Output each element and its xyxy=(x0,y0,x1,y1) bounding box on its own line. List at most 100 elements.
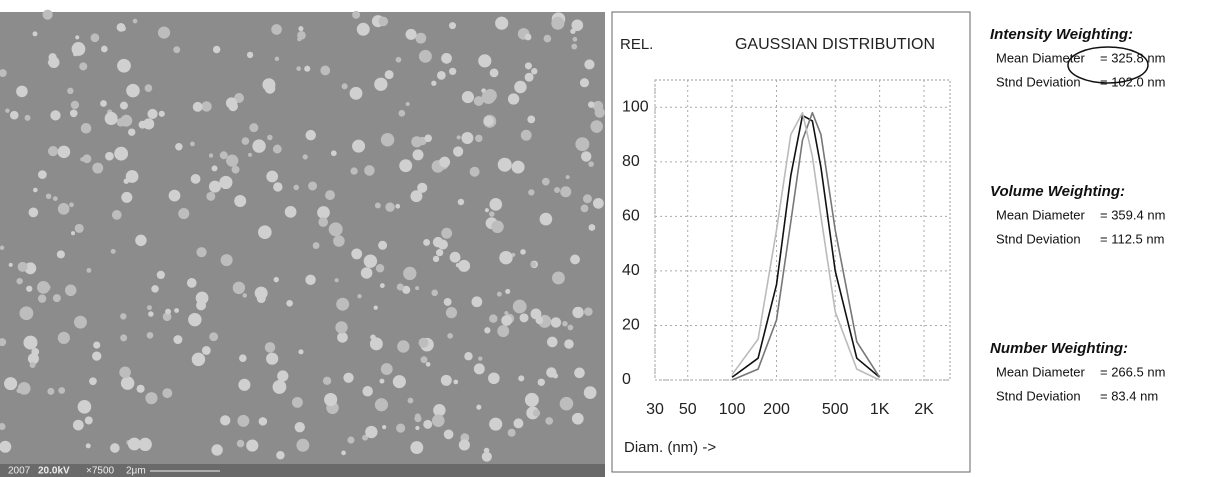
particle xyxy=(546,367,557,378)
particle xyxy=(32,31,38,37)
particle xyxy=(241,137,250,145)
particle xyxy=(173,46,181,54)
particle xyxy=(399,159,413,173)
particle xyxy=(324,392,338,407)
stats-value: = 112.5 nm xyxy=(1100,231,1164,246)
particle xyxy=(196,247,207,258)
particle xyxy=(420,356,428,364)
particle xyxy=(146,305,152,311)
particle xyxy=(298,349,304,355)
particle xyxy=(449,22,457,30)
particle xyxy=(162,388,173,399)
particle xyxy=(92,162,104,174)
particle xyxy=(484,208,489,213)
particle xyxy=(384,70,394,80)
y-tick-label: 80 xyxy=(622,153,640,170)
particle xyxy=(147,108,158,120)
particle xyxy=(145,392,158,405)
particle xyxy=(347,436,355,444)
particle xyxy=(560,186,572,198)
particle xyxy=(410,190,423,203)
particle xyxy=(547,336,558,348)
particle xyxy=(67,87,74,95)
particle xyxy=(45,193,52,200)
particle xyxy=(337,332,348,343)
particle xyxy=(191,352,206,367)
particle xyxy=(464,352,473,361)
particle xyxy=(396,283,404,291)
x-tick-label: 1K xyxy=(870,401,890,418)
particle xyxy=(72,419,84,431)
particle xyxy=(378,240,388,250)
particle xyxy=(512,299,527,314)
particle xyxy=(212,45,221,54)
x-axis-label: Diam. (nm) -> xyxy=(624,439,716,456)
particle xyxy=(457,198,465,206)
particle xyxy=(469,166,480,177)
particle xyxy=(264,342,276,353)
particle xyxy=(4,377,18,391)
particle xyxy=(186,278,197,288)
particle xyxy=(31,348,40,356)
particle xyxy=(539,212,553,226)
particle xyxy=(175,143,183,151)
particle xyxy=(192,101,203,112)
particle xyxy=(120,313,127,320)
plot: 0 20 40 60 80 100 30 50 100 200 500 1K 2K xyxy=(622,79,951,418)
particle xyxy=(206,191,216,201)
particle xyxy=(125,170,139,183)
x-tick-label: 30 xyxy=(646,401,664,418)
particle xyxy=(471,296,483,308)
particle xyxy=(507,428,516,437)
particle xyxy=(352,139,366,153)
particle xyxy=(79,62,88,71)
particle xyxy=(57,203,70,215)
particle xyxy=(0,440,12,453)
particle xyxy=(491,220,504,234)
particle xyxy=(519,313,529,323)
particle xyxy=(530,261,537,268)
particle xyxy=(138,120,147,129)
particle xyxy=(296,438,310,452)
particle xyxy=(71,42,86,56)
particle xyxy=(286,299,293,307)
particle xyxy=(29,362,36,369)
particle xyxy=(431,289,439,297)
particle xyxy=(291,396,303,408)
particle xyxy=(458,439,470,451)
particle xyxy=(75,35,80,40)
particle xyxy=(375,264,385,273)
particle xyxy=(334,278,339,283)
particle xyxy=(132,18,138,24)
particle xyxy=(385,202,395,212)
particle xyxy=(48,53,57,62)
particle xyxy=(226,154,239,167)
particle xyxy=(69,202,74,208)
particle xyxy=(308,181,318,191)
particle xyxy=(24,262,37,275)
particle xyxy=(403,266,417,281)
particle xyxy=(84,416,93,425)
particle xyxy=(284,206,297,218)
particle xyxy=(148,311,154,317)
particle xyxy=(374,77,388,91)
particle xyxy=(258,225,272,239)
y-tick-label: 40 xyxy=(622,262,640,279)
particle xyxy=(143,118,155,130)
particle xyxy=(412,149,424,161)
particle xyxy=(305,274,316,285)
particle xyxy=(77,400,92,414)
particle xyxy=(317,206,330,219)
particle xyxy=(120,334,128,342)
stats-label: Mean Diameter xyxy=(996,50,1086,65)
particle xyxy=(511,160,525,174)
particle xyxy=(417,182,428,193)
particle xyxy=(581,151,592,162)
particle xyxy=(443,298,452,306)
particle xyxy=(524,72,534,82)
particle xyxy=(473,363,485,375)
particle xyxy=(432,255,440,263)
particle xyxy=(418,337,429,348)
sem-caption: ×7500 xyxy=(86,466,115,477)
